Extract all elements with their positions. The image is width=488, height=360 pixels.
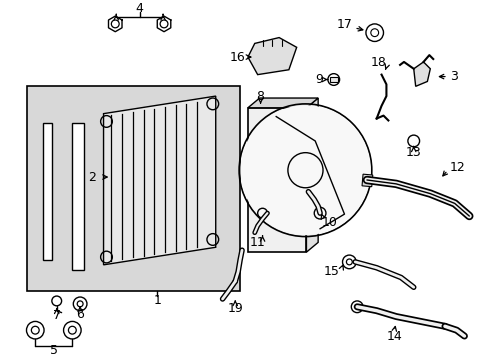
Bar: [43, 123, 52, 260]
Text: 9: 9: [314, 73, 323, 86]
Circle shape: [240, 105, 370, 235]
Polygon shape: [306, 98, 318, 252]
Text: 12: 12: [449, 161, 465, 174]
Polygon shape: [413, 62, 429, 86]
Text: 17: 17: [336, 18, 351, 31]
Polygon shape: [247, 98, 318, 108]
Text: 3: 3: [449, 70, 457, 83]
Text: 1: 1: [153, 294, 161, 307]
Text: 13: 13: [405, 146, 421, 159]
Bar: [329, 77, 337, 82]
Text: 2: 2: [88, 171, 96, 184]
Text: 6: 6: [76, 308, 84, 321]
Bar: [247, 108, 306, 252]
Text: 8: 8: [256, 90, 264, 103]
Text: 16: 16: [229, 50, 244, 64]
Polygon shape: [247, 37, 296, 75]
Text: 18: 18: [370, 57, 386, 69]
Bar: [72, 123, 84, 270]
Text: 7: 7: [53, 309, 61, 322]
Text: 14: 14: [386, 329, 401, 343]
Polygon shape: [103, 96, 215, 265]
Text: 10: 10: [321, 216, 337, 229]
Text: 5: 5: [50, 344, 58, 357]
Bar: [27, 86, 240, 291]
Text: 4: 4: [136, 2, 143, 15]
Bar: [361, 174, 372, 187]
Text: 11: 11: [249, 236, 265, 249]
Text: 15: 15: [323, 265, 339, 278]
Text: 19: 19: [227, 302, 243, 315]
